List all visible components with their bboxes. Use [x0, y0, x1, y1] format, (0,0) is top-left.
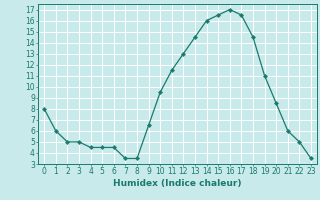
X-axis label: Humidex (Indice chaleur): Humidex (Indice chaleur)	[113, 179, 242, 188]
